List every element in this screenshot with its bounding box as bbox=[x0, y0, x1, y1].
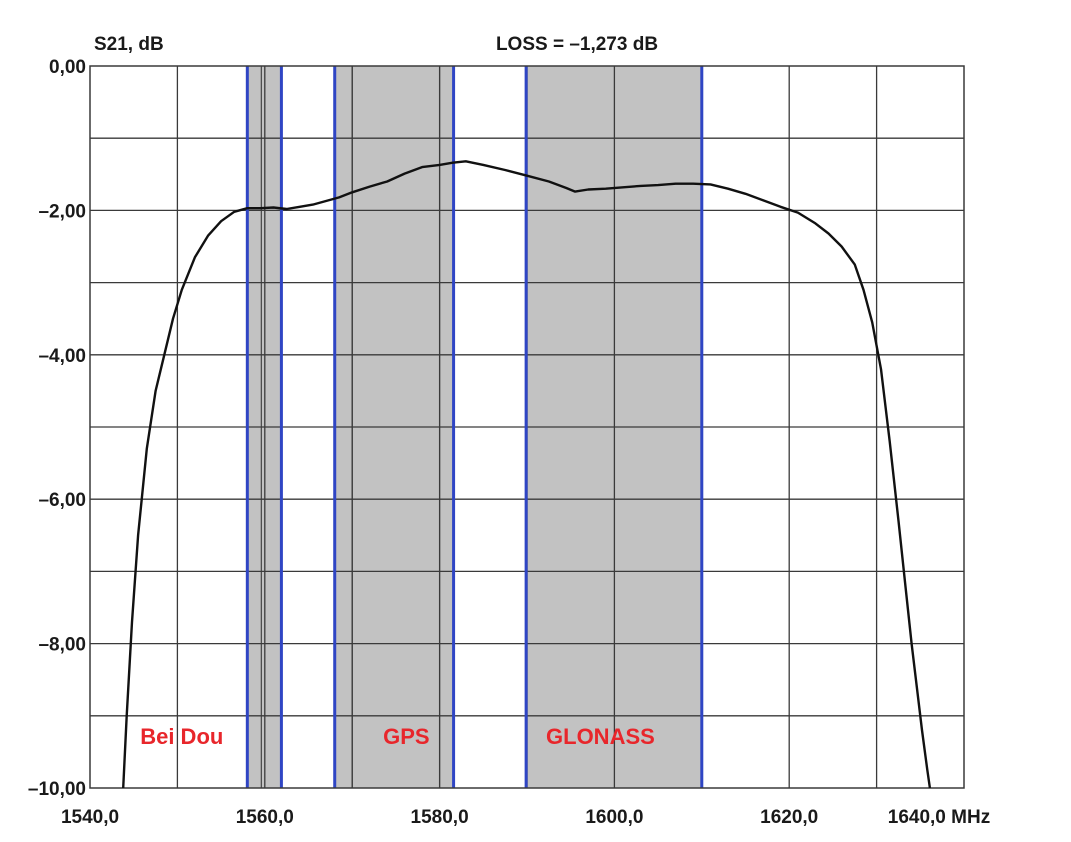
y-tick-label: –10,00 bbox=[28, 779, 86, 800]
x-tick-label: 1580,0 bbox=[411, 807, 469, 828]
y-tick-label: –8,00 bbox=[38, 635, 86, 656]
y-tick-label: –2,00 bbox=[38, 201, 86, 222]
x-tick-label: 1600,0 bbox=[585, 807, 643, 828]
band-boundaries bbox=[245, 66, 704, 788]
band-label-bei-dou: Bei Dou bbox=[140, 724, 223, 749]
x-axis-tick-labels: 1540,0 1560,0 1580,0 1600,0 1620,0 1640,0 MHz bbox=[61, 807, 990, 828]
s21-curve bbox=[122, 160, 932, 789]
y-tick-label: 0,00 bbox=[49, 57, 86, 78]
y-tick-label: –6,00 bbox=[38, 490, 86, 511]
band-label-glonass: GLONASS bbox=[546, 724, 655, 749]
x-tick-label: 1540,0 bbox=[61, 807, 119, 828]
y-axis-tick-labels: 0,00 –2,00 –4,00 –6,00 –8,00 –10,00 bbox=[28, 57, 86, 800]
chart-title: LOSS = –1,273 dB bbox=[496, 34, 658, 55]
x-tick-label: 1640,0 MHz bbox=[888, 807, 990, 828]
band-labels: Bei Dou GPS GLONASS bbox=[140, 724, 655, 749]
y-axis-label: S21, dB bbox=[94, 34, 164, 55]
y-tick-label: –4,00 bbox=[38, 346, 86, 367]
plot-frame bbox=[89, 65, 965, 789]
x-tick-label: 1620,0 bbox=[760, 807, 818, 828]
x-tick-label: 1560,0 bbox=[236, 807, 294, 828]
band-label-gps: GPS bbox=[383, 724, 429, 749]
